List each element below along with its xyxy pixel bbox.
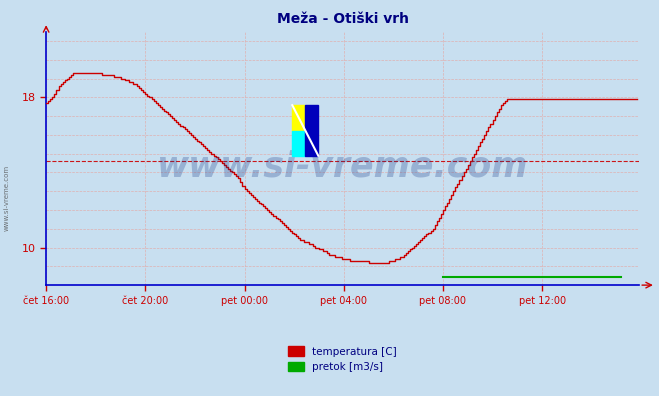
Text: www.si-vreme.com: www.si-vreme.com xyxy=(3,165,10,231)
Title: Meža - Otiški vrh: Meža - Otiški vrh xyxy=(277,12,409,27)
Legend: temperatura [C], pretok [m3/s]: temperatura [C], pretok [m3/s] xyxy=(284,342,401,376)
Text: www.si-vreme.com: www.si-vreme.com xyxy=(157,149,529,183)
Bar xyxy=(293,131,305,156)
Bar xyxy=(305,105,318,156)
Bar xyxy=(293,105,305,131)
